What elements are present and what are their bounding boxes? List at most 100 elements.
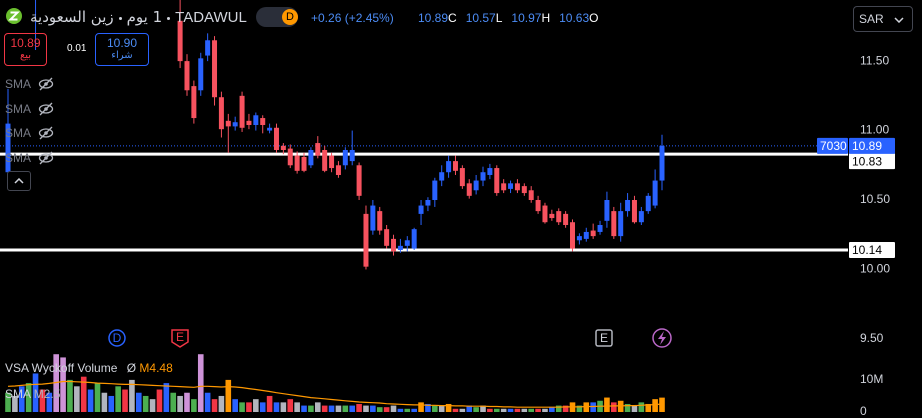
volume-bar (46, 392, 53, 412)
volume-bar (555, 405, 562, 412)
candle-body (459, 168, 465, 187)
volume-bar (466, 405, 473, 412)
candle-body (212, 40, 218, 98)
line-label-box (849, 153, 895, 170)
visibility-toggle[interactable] (38, 150, 54, 166)
candle-body (301, 156, 307, 171)
event-earnings-future[interactable]: E (595, 329, 613, 347)
volume-bar (356, 403, 362, 412)
volume-bar (218, 395, 225, 412)
event-earnings[interactable]: E (171, 329, 189, 348)
candle-body (473, 180, 479, 191)
eye-off-icon (38, 77, 54, 91)
candle-body (597, 225, 603, 232)
volume-bar (156, 389, 163, 412)
candle-body (549, 213, 555, 219)
volume-bar (328, 405, 335, 412)
candle-body (446, 161, 452, 173)
volume-bar (80, 376, 87, 412)
volume-title: VSA Wyckoff Volume (5, 361, 118, 375)
volume-bar (253, 399, 259, 412)
countdown: 7030 (820, 139, 847, 153)
line-label: 10.83 (852, 154, 882, 168)
eye-off-icon (38, 102, 54, 115)
timeframe-pill[interactable]: D (256, 7, 298, 27)
volume-pane (5, 354, 665, 412)
collapse-button[interactable] (7, 171, 31, 191)
volume-bar (425, 403, 431, 412)
volume-bar (301, 405, 307, 412)
volume-bar (473, 407, 479, 412)
chevron-up (14, 178, 24, 184)
volume-bar (404, 408, 411, 412)
volume-bar (294, 402, 300, 412)
chevron-down (894, 17, 904, 23)
currency-select[interactable]: SAR (853, 6, 913, 32)
volume-bar (514, 408, 521, 412)
symbol-name: زين السعودية (30, 8, 114, 26)
volume-bar (659, 397, 665, 412)
eye-off-icon (38, 151, 54, 164)
line-label-box (849, 242, 895, 258)
buy-button[interactable]: 10.90 شراء (95, 33, 149, 66)
volume-bar (67, 379, 73, 412)
candle-body (260, 118, 266, 125)
volume-bar (184, 392, 190, 412)
volume-bar (418, 402, 424, 412)
eye-off-icon (38, 126, 54, 140)
volume-value: M4.48 (139, 361, 173, 375)
candle-body (225, 120, 231, 127)
candle-body (246, 120, 252, 125)
volume-bar (542, 408, 548, 412)
visibility-toggle[interactable] (38, 125, 54, 141)
candle-body (418, 205, 424, 214)
volume-bar (624, 403, 631, 412)
candle-body (329, 155, 335, 169)
volume-bar (87, 389, 94, 412)
sell-price: 10.89 (10, 36, 41, 50)
volume-bar (507, 408, 514, 412)
indicator-label: SMA (5, 150, 32, 165)
indicator-label: SMA (5, 77, 32, 91)
candle-body (308, 150, 314, 166)
volume-bar (170, 392, 177, 412)
volume-bar (163, 383, 170, 412)
candle-body (556, 211, 562, 223)
volume-bar (590, 402, 596, 412)
volume-bar (273, 402, 280, 412)
volume-bar (521, 408, 528, 412)
volume-bar (94, 383, 101, 412)
candle-body (590, 230, 596, 237)
ohlc-values: 10.89C 10.57L 10.97H 10.63O (418, 11, 608, 25)
visibility-toggle[interactable] (38, 76, 54, 92)
volume-bar (452, 408, 459, 412)
volume-bar (101, 392, 108, 412)
candle-body (521, 186, 527, 194)
candle-body (652, 180, 658, 206)
event-dividend[interactable]: D (108, 329, 126, 347)
volume-bar (239, 402, 245, 412)
candle-body (570, 222, 576, 249)
candle-body (439, 172, 445, 181)
candle-body (198, 58, 204, 91)
candle-body (349, 150, 355, 162)
candle-body (384, 229, 390, 246)
candle-body (273, 127, 279, 150)
volume-bar (142, 395, 149, 412)
last-price: 10.89 (852, 139, 882, 153)
y-tick-label: 11.00 (860, 123, 889, 137)
event-lightning[interactable] (652, 328, 672, 348)
event-label: E (176, 330, 184, 344)
candle-body (411, 229, 417, 249)
visibility-toggle[interactable] (38, 101, 54, 117)
y-tick-label: 9.50 (860, 331, 884, 345)
volume-bar (108, 395, 115, 412)
last-price-box (849, 137, 895, 154)
candle-body (452, 161, 458, 171)
volume-bar (177, 395, 183, 412)
volume-bar (74, 386, 80, 412)
sell-button[interactable]: 10.89 بيع (4, 33, 47, 66)
candle-body (377, 211, 383, 231)
candle-body (391, 238, 397, 252)
volume-bar (314, 402, 321, 412)
